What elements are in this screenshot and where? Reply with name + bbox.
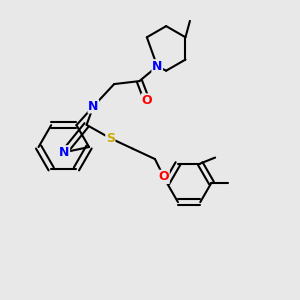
- Text: O: O: [142, 94, 152, 107]
- Text: S: S: [106, 132, 115, 145]
- Text: N: N: [152, 60, 162, 73]
- Text: O: O: [158, 170, 169, 183]
- Text: N: N: [88, 100, 98, 113]
- Text: N: N: [59, 146, 70, 159]
